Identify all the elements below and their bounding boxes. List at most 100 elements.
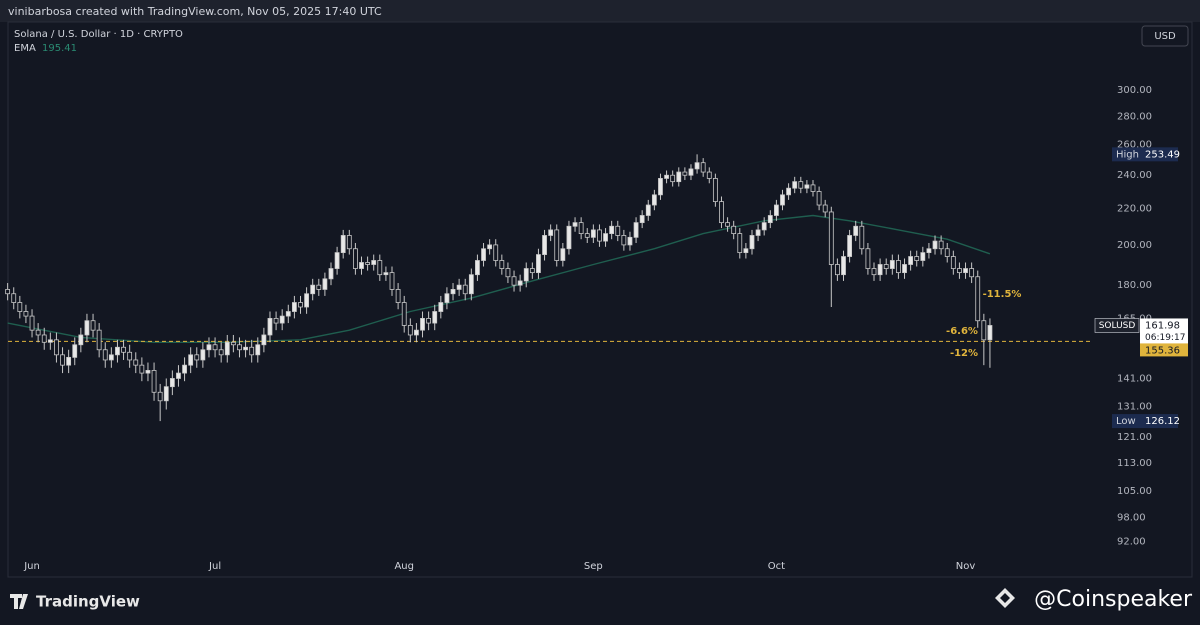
candle-body	[310, 284, 316, 295]
y-tick-label: 92.00	[1117, 537, 1146, 548]
candle-body	[987, 325, 993, 341]
candle-body	[761, 222, 767, 231]
candle-body	[700, 162, 706, 173]
candle-body	[926, 248, 932, 254]
candle-body	[291, 302, 297, 312]
candle-body	[102, 349, 108, 361]
candle-body	[35, 329, 41, 336]
candle-body	[493, 244, 499, 261]
candle-body	[560, 248, 566, 261]
candle-body	[426, 318, 432, 324]
candle-body	[578, 222, 584, 235]
candle-body	[664, 174, 669, 179]
candle-body	[749, 235, 755, 250]
candle-body	[633, 222, 639, 238]
candle-body	[603, 233, 608, 242]
plot-area: 300.00 280.00 260.00 240.00 220.00 200.00 180.…	[5, 85, 1188, 572]
candle-body	[72, 344, 78, 358]
candle-body	[481, 248, 486, 261]
candle-body	[981, 320, 987, 341]
candle-body	[243, 346, 248, 351]
y-tick-label: 141.00	[1117, 373, 1152, 384]
candle-body	[47, 339, 53, 343]
candle-body	[511, 276, 517, 286]
candle-body	[475, 260, 480, 276]
candle-body	[353, 248, 358, 269]
candle-body	[810, 184, 816, 192]
candle-body	[767, 215, 773, 224]
candle-body	[536, 254, 541, 274]
candle-body	[841, 256, 846, 276]
y-tick-label: 200.00	[1117, 240, 1152, 251]
brand-icon	[10, 594, 28, 609]
candle-body	[780, 194, 785, 206]
candle-body	[84, 320, 90, 336]
candle-body	[346, 235, 352, 250]
candle-body	[639, 215, 645, 224]
candle-body	[932, 240, 938, 250]
candle-body	[572, 222, 578, 227]
candle-body	[877, 264, 883, 276]
x-tick-label: Jul	[208, 561, 221, 572]
candle-body	[896, 260, 901, 274]
candle-body	[505, 268, 511, 278]
candle-body	[298, 302, 303, 308]
candle-body	[188, 354, 194, 366]
candle-body	[322, 278, 328, 290]
candle-body	[706, 171, 712, 179]
x-tick-label: Aug	[394, 561, 414, 572]
low-marker-value: 126.12	[1145, 416, 1180, 427]
candle-body	[725, 222, 730, 227]
candle-body	[658, 178, 663, 196]
footer-bar	[0, 578, 1200, 625]
candle-body	[871, 268, 877, 276]
candle-body	[377, 260, 383, 276]
candle-body	[401, 302, 407, 326]
symbol-box	[1094, 318, 1140, 333]
candle-body	[206, 344, 212, 351]
candle-body	[328, 268, 334, 280]
candle-body	[694, 162, 700, 170]
candle-body	[938, 240, 944, 250]
candle-body	[11, 293, 17, 303]
currency-label[interactable]: USD	[1154, 31, 1176, 42]
candle-body	[115, 346, 120, 356]
candle-body	[66, 356, 72, 366]
candle-body	[597, 229, 602, 242]
candle-body	[456, 284, 462, 290]
candle-body	[224, 341, 230, 356]
candle-body	[865, 248, 871, 269]
candle-body	[548, 229, 554, 236]
candle-body	[279, 315, 285, 324]
candle-body	[133, 359, 139, 366]
high-marker-box	[1112, 147, 1178, 162]
candle-body	[590, 229, 596, 238]
header-bar	[0, 0, 1200, 22]
currency-button[interactable]	[1141, 25, 1189, 47]
candle-body	[712, 178, 718, 202]
candle-body	[60, 354, 65, 366]
y-tick-label: 105.00	[1117, 486, 1152, 497]
candle-body	[145, 370, 151, 374]
candle-body	[462, 284, 468, 295]
y-tick-label: 131.00	[1117, 402, 1152, 413]
candle-body	[566, 225, 572, 250]
candle-body	[261, 334, 267, 346]
candle-body	[365, 262, 371, 265]
x-tick-label: Nov	[956, 561, 976, 572]
candle-body	[828, 211, 834, 265]
candle-body	[182, 364, 187, 374]
candle-body	[670, 174, 676, 183]
candle-body	[651, 194, 657, 206]
low-marker-label: Low	[1116, 416, 1136, 427]
candle-body	[969, 268, 975, 278]
candle-body	[255, 344, 261, 356]
candle-body	[194, 354, 200, 361]
brand-name: TradingView	[36, 593, 140, 611]
candle-body	[609, 225, 615, 235]
candle-body	[23, 311, 29, 317]
low-marker-box	[1112, 414, 1178, 429]
candle-body	[176, 372, 181, 379]
